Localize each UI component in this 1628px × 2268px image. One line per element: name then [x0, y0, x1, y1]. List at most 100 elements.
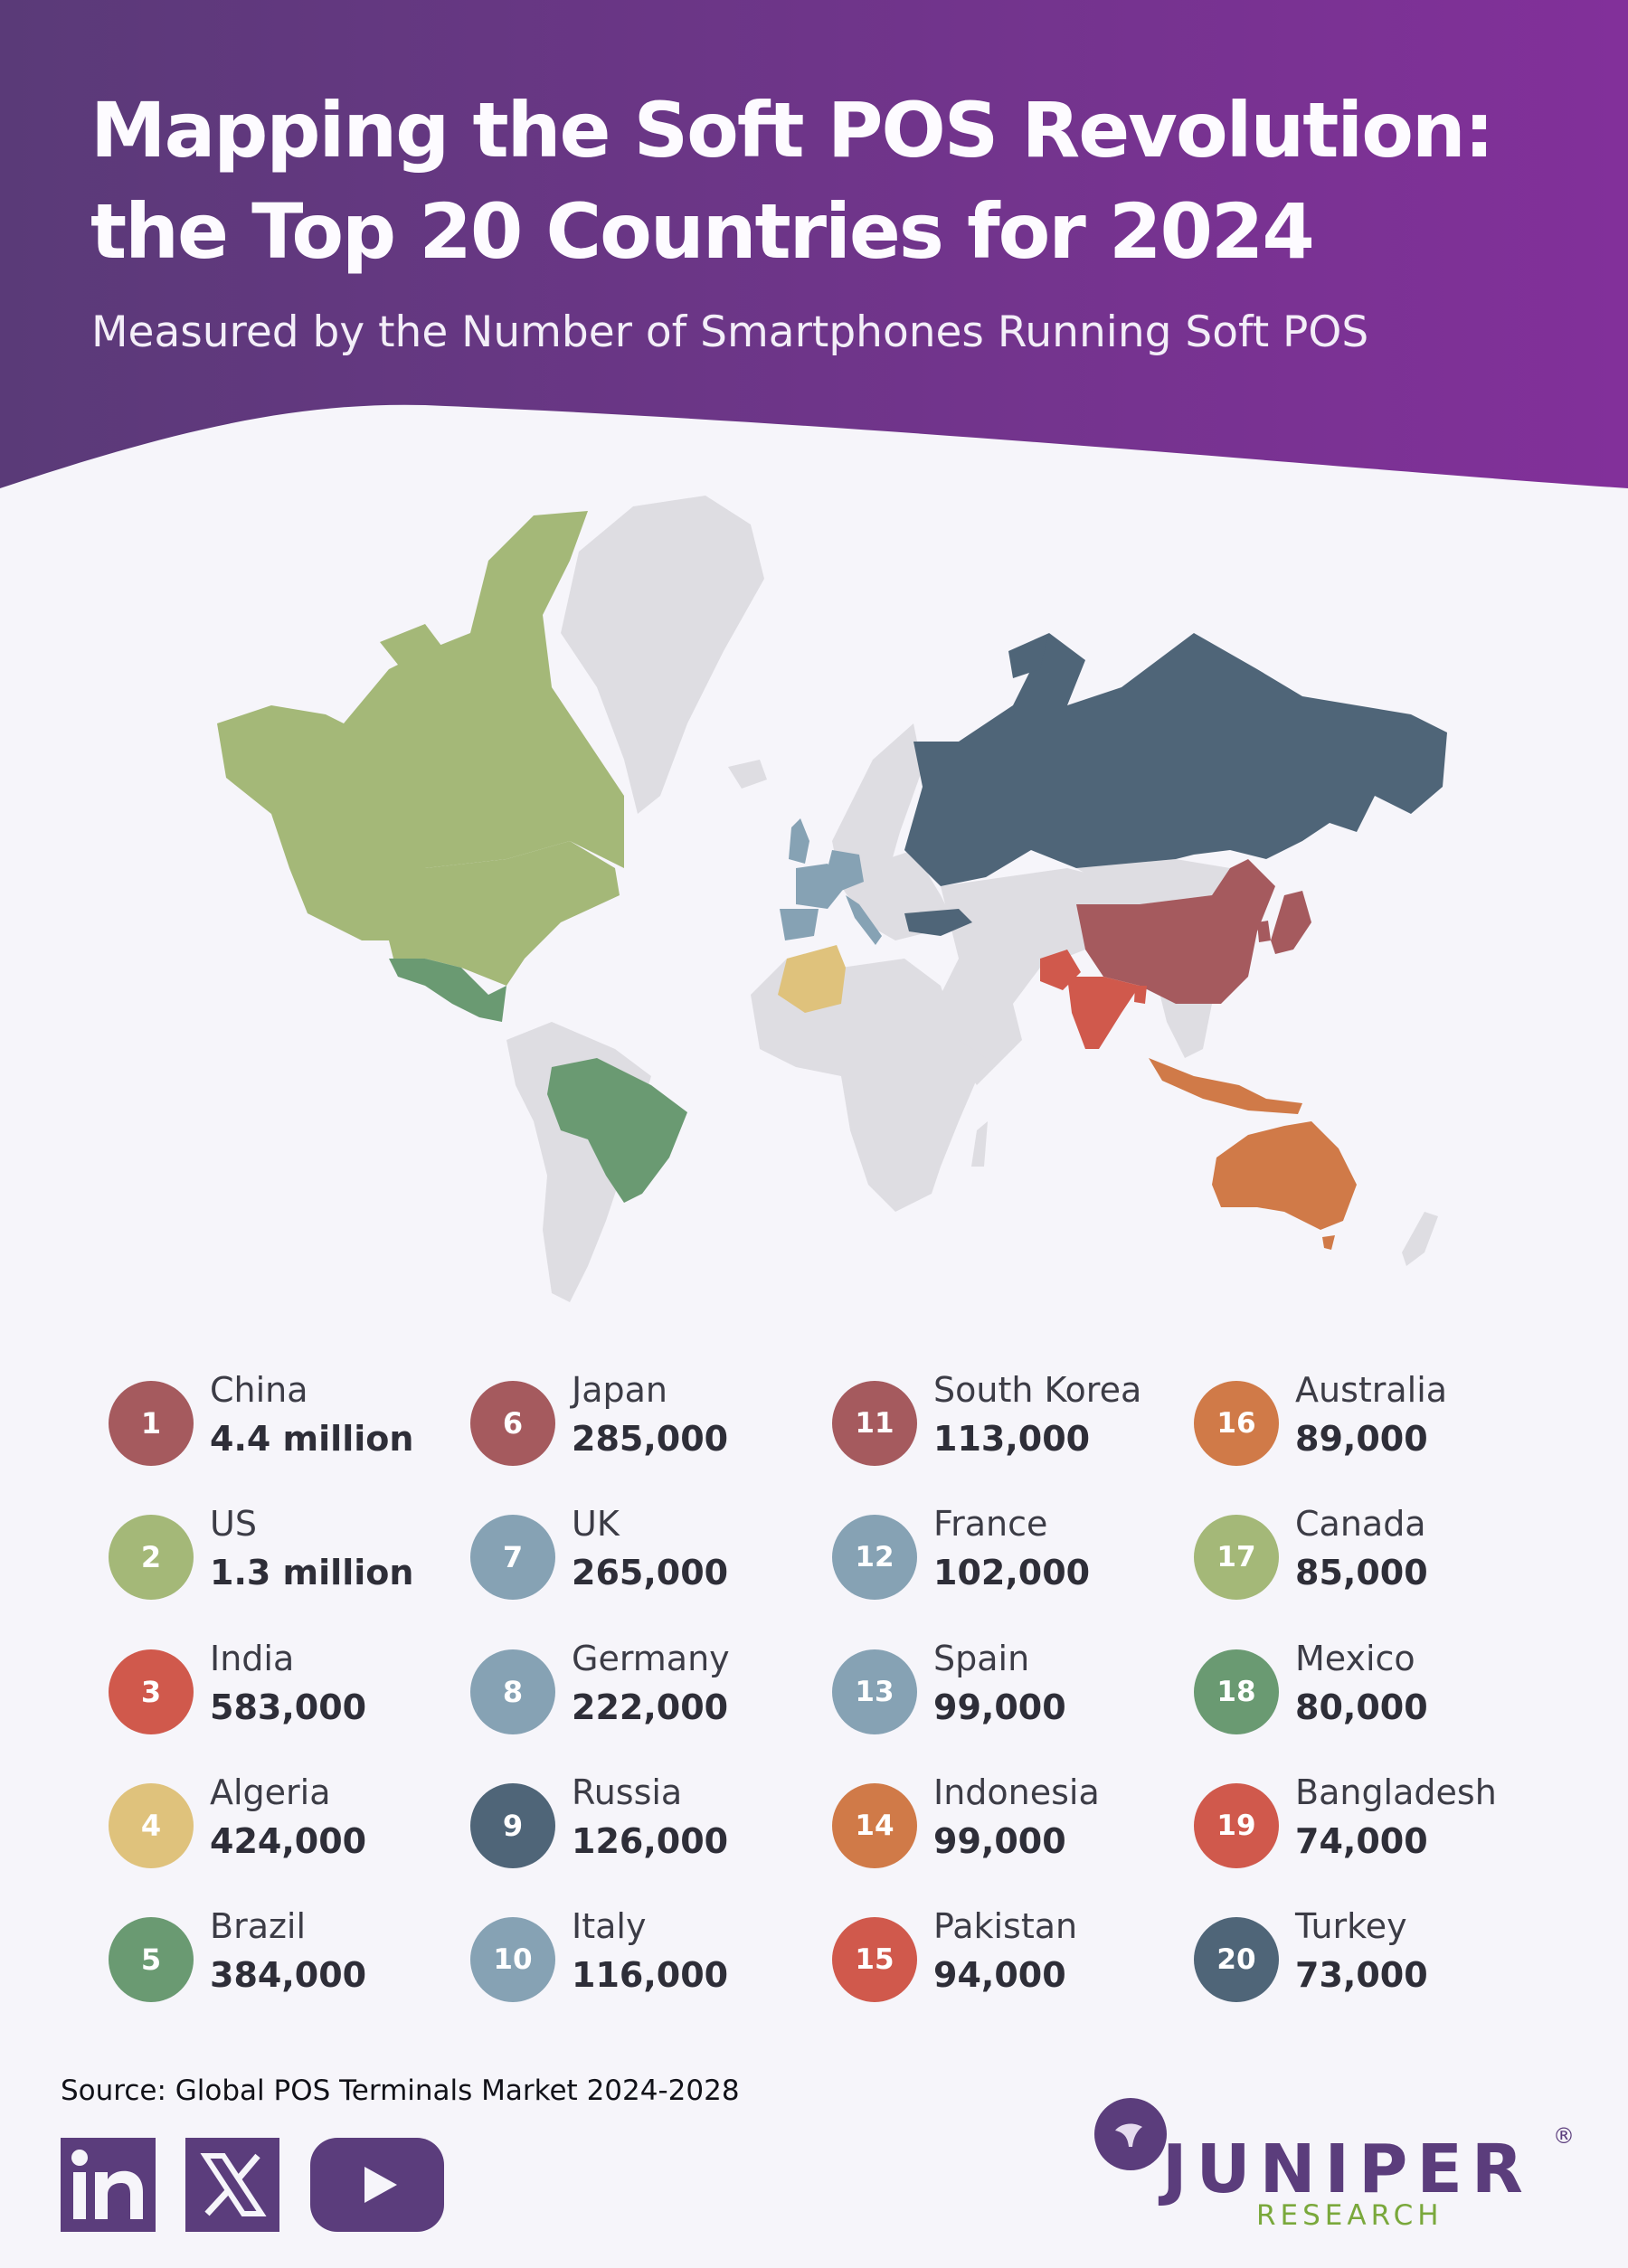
- page-title: Mapping the Soft POS Revolution: the Top…: [90, 80, 1574, 282]
- country-value: 424,000: [210, 1821, 367, 1861]
- country-name: Pakistan: [933, 1906, 1078, 1946]
- country-value: 384,000: [210, 1955, 367, 1995]
- new-zealand: [1402, 1212, 1438, 1266]
- mongolia: [1076, 859, 1230, 904]
- country-value: 80,000: [1295, 1687, 1428, 1727]
- canada-region: [344, 511, 624, 868]
- australia-region: [1212, 1121, 1357, 1230]
- legend-entry: 12 France 102,000: [832, 1504, 1176, 1612]
- rank-badge: 3: [109, 1649, 194, 1734]
- algeria-region: [778, 945, 846, 1013]
- title-line-1: Mapping the Soft POS Revolution:: [90, 86, 1494, 175]
- title-line-2: the Top 20 Countries for 2024: [90, 187, 1315, 276]
- source-note: Source: Global POS Terminals Market 2024…: [61, 2074, 740, 2107]
- country-value: 73,000: [1295, 1955, 1428, 1995]
- germany-region: [828, 850, 864, 891]
- iceland: [728, 760, 767, 789]
- country-value: 126,000: [572, 1821, 729, 1861]
- country-name: Algeria: [210, 1772, 331, 1812]
- italy-region: [846, 895, 882, 945]
- registered-mark: ®: [1553, 2123, 1575, 2149]
- country-name: France: [933, 1504, 1048, 1544]
- rank-badge: 1: [109, 1381, 194, 1466]
- country-value: 222,000: [572, 1687, 729, 1727]
- legend-entry: 19 Bangladesh 74,000: [1194, 1772, 1538, 1881]
- bangladesh-region: [1134, 986, 1147, 1004]
- uk-region: [789, 818, 809, 864]
- x-icon[interactable]: [185, 2138, 279, 2232]
- rank-badge: 15: [832, 1917, 917, 2002]
- header-background: [0, 0, 1628, 488]
- country-name: Japan: [572, 1370, 667, 1410]
- rank-badge: 10: [470, 1917, 555, 2002]
- country-name: US: [210, 1504, 257, 1544]
- greenland: [561, 496, 764, 814]
- legend-entry: 14 Indonesia 99,000: [832, 1772, 1176, 1881]
- legend-entry: 11 South Korea 113,000: [832, 1370, 1176, 1479]
- country-value: 265,000: [572, 1553, 729, 1592]
- legend-entry: 9 Russia 126,000: [470, 1772, 814, 1881]
- legend-entry: 13 Spain 99,000: [832, 1639, 1176, 1747]
- rank-badge: 14: [832, 1783, 917, 1868]
- rank-badge: 7: [470, 1515, 555, 1600]
- indonesia-region: [1149, 1058, 1302, 1114]
- rank-badge: 16: [1194, 1381, 1279, 1466]
- africa: [751, 959, 986, 1212]
- country-name: Brazil: [210, 1906, 307, 1946]
- rank-badge: 6: [470, 1381, 555, 1466]
- canada-islands: [380, 624, 452, 687]
- legend-entry: 2 US 1.3 million: [109, 1504, 452, 1612]
- country-name: UK: [572, 1504, 620, 1544]
- legend-entry: 10 Italy 116,000: [470, 1906, 814, 2015]
- country-value: 116,000: [572, 1955, 729, 1995]
- mexico-region: [389, 959, 506, 1022]
- country-name: India: [210, 1639, 295, 1678]
- country-value: 89,000: [1295, 1419, 1428, 1459]
- linkedin-icon[interactable]: [61, 2138, 156, 2232]
- russia-north-islands: [1008, 633, 1049, 678]
- country-name: Italy: [572, 1906, 647, 1946]
- legend-entry: 4 Algeria 424,000: [109, 1772, 452, 1881]
- south-korea-region: [1257, 921, 1271, 942]
- spain-region: [780, 909, 819, 940]
- rank-badge: 19: [1194, 1783, 1279, 1868]
- youtube-icon[interactable]: [310, 2138, 444, 2232]
- legend-entry: 18 Mexico 80,000: [1194, 1639, 1538, 1747]
- brand-name: JUNIPER: [1158, 2131, 1532, 2208]
- legend-entry: 3 India 583,000: [109, 1639, 452, 1747]
- header-banner: Mapping the Soft POS Revolution: the Top…: [0, 0, 1628, 506]
- legend-entry: 7 UK 265,000: [470, 1504, 814, 1612]
- legend-entry: 6 Japan 285,000: [470, 1370, 814, 1479]
- legend-entry: 16 Australia 89,000: [1194, 1370, 1538, 1479]
- brand-tagline: RESEARCH: [1256, 2199, 1443, 2232]
- tasmania: [1322, 1235, 1335, 1250]
- country-name: Mexico: [1295, 1639, 1415, 1678]
- country-value: 583,000: [210, 1687, 367, 1727]
- legend-entry: 1 China 4.4 million: [109, 1370, 452, 1479]
- legend-entry: 5 Brazil 384,000: [109, 1906, 452, 2015]
- country-value: 113,000: [933, 1419, 1091, 1459]
- country-name: Bangladesh: [1295, 1772, 1497, 1812]
- rank-badge: 17: [1194, 1515, 1279, 1600]
- rank-badge: 12: [832, 1515, 917, 1600]
- country-value: 1.3 million: [210, 1553, 414, 1592]
- country-value: 102,000: [933, 1553, 1091, 1592]
- brazil-region: [547, 1058, 687, 1203]
- turkey-region: [904, 909, 972, 936]
- country-name: Russia: [572, 1772, 683, 1812]
- country-value: 94,000: [933, 1955, 1066, 1995]
- russia-region: [904, 633, 1447, 886]
- country-value: 85,000: [1295, 1553, 1428, 1592]
- legend-entry: 17 Canada 85,000: [1194, 1504, 1538, 1612]
- rank-badge: 8: [470, 1649, 555, 1734]
- juniper-logo: JUNIPER ® RESEARCH: [1090, 2096, 1596, 2232]
- rank-badge: 9: [470, 1783, 555, 1868]
- rank-badge: 2: [109, 1515, 194, 1600]
- country-name: Canada: [1295, 1504, 1426, 1544]
- world-map: [217, 496, 1447, 1302]
- page-subtitle: Measured by the Number of Smartphones Ru…: [91, 307, 1369, 357]
- country-name: Germany: [572, 1639, 730, 1678]
- country-name: China: [210, 1370, 308, 1410]
- country-name: Australia: [1295, 1370, 1448, 1410]
- china-region: [1076, 859, 1275, 1004]
